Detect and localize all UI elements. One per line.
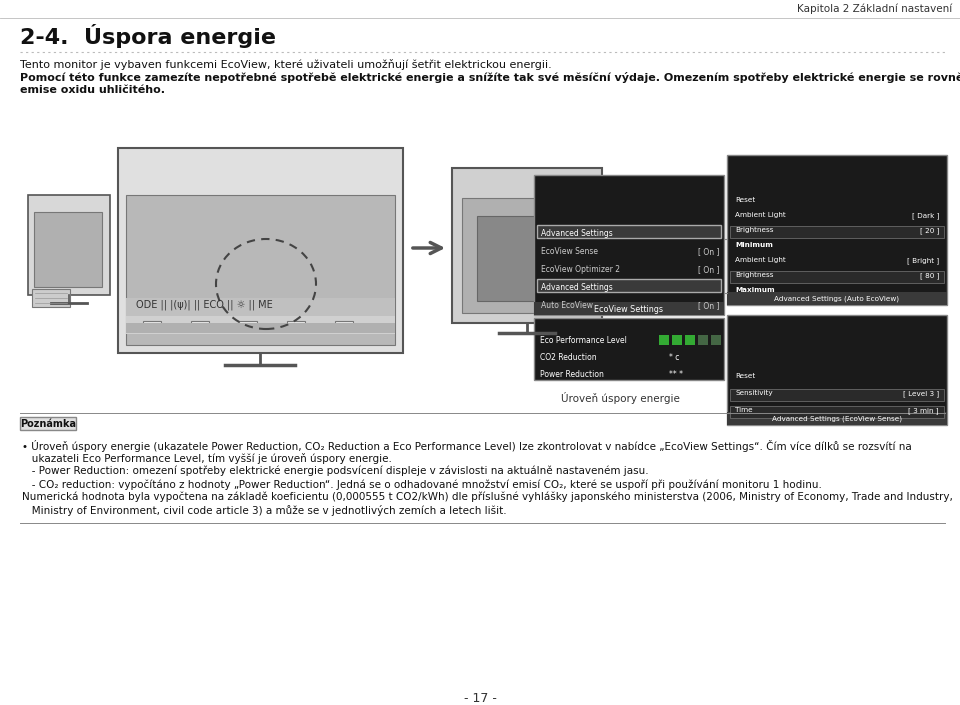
Text: [ On ]: [ On ] — [698, 265, 719, 274]
Text: Auto EcoView: Auto EcoView — [541, 301, 593, 310]
Text: Advanced Settings (EcoView Sense): Advanced Settings (EcoView Sense) — [772, 416, 902, 422]
Text: Advanced Settings (Auto EcoView): Advanced Settings (Auto EcoView) — [775, 296, 900, 302]
Bar — [537, 225, 721, 238]
Text: CO2 Reduction: CO2 Reduction — [540, 353, 596, 362]
Bar — [126, 323, 395, 333]
Bar — [126, 298, 395, 316]
Text: Ambient Light: Ambient Light — [735, 257, 785, 263]
Bar — [727, 155, 947, 305]
Text: [ 3 min ]: [ 3 min ] — [908, 407, 939, 414]
Text: ** *: ** * — [669, 370, 683, 379]
Bar — [711, 335, 721, 345]
Text: * c: * c — [669, 353, 680, 362]
Text: Ministry of Environment, civil code article 3) a může se v jednotlivých zemích a: Ministry of Environment, civil code arti… — [22, 505, 507, 516]
Bar — [287, 321, 305, 329]
Text: Reset: Reset — [735, 373, 756, 379]
Text: EcoView Sense: EcoView Sense — [541, 247, 598, 256]
Bar — [727, 315, 947, 425]
Text: ODE || |(ψ)| || ECO || ☼ || ME: ODE || |(ψ)| || ECO || ☼ || ME — [136, 300, 273, 310]
Bar — [191, 321, 209, 329]
Bar — [34, 212, 102, 287]
Text: [ 20 ]: [ 20 ] — [920, 227, 939, 234]
Bar — [730, 389, 944, 401]
Bar — [452, 168, 602, 323]
Text: Úroveň úspory energie: Úroveň úspory energie — [561, 392, 680, 404]
Text: [ Level 3 ]: [ Level 3 ] — [902, 390, 939, 397]
Bar — [534, 302, 724, 315]
Bar — [730, 226, 944, 238]
Text: Time: Time — [735, 407, 753, 413]
Bar — [727, 292, 947, 305]
Bar — [672, 335, 682, 345]
Text: - 17 -: - 17 - — [464, 692, 496, 705]
Text: Advanced Settings: Advanced Settings — [541, 283, 612, 292]
Bar — [727, 412, 947, 425]
Text: Pomocí této funkce zamezíte nepotřebné spotřebě elektrické energie a snížíte tak: Pomocí této funkce zamezíte nepotřebné s… — [20, 72, 960, 83]
Text: Sensitivity: Sensitivity — [735, 390, 773, 396]
Text: Ambient Light: Ambient Light — [735, 212, 785, 218]
Bar — [239, 321, 257, 329]
Text: Power Reduction: Power Reduction — [540, 370, 604, 379]
Text: Maximum: Maximum — [735, 287, 775, 293]
Text: EcoView Settings: EcoView Settings — [594, 305, 663, 314]
Text: [ On ]: [ On ] — [698, 301, 719, 310]
Text: Numerická hodnota byla vypočtena na základě koeficientu (0,000555 t CO2/kWh) dle: Numerická hodnota byla vypočtena na zákl… — [22, 492, 953, 503]
Bar — [537, 279, 721, 292]
Text: Advanced Settings: Advanced Settings — [541, 229, 612, 238]
Text: [ 80 ]: [ 80 ] — [920, 272, 939, 278]
Text: • Úroveň úspory energie (ukazatele Power Reduction, CO₂ Reduction a Eco Performa: • Úroveň úspory energie (ukazatele Power… — [22, 440, 912, 452]
Text: emise oxidu uhličitého.: emise oxidu uhličitého. — [20, 85, 165, 95]
Text: EcoView Optimizer 2: EcoView Optimizer 2 — [541, 265, 620, 274]
Bar — [477, 216, 572, 301]
Bar — [335, 321, 353, 329]
Text: - Power Reduction: omezení spotřeby elektrické energie podsvícení displeje v záv: - Power Reduction: omezení spotřeby elek… — [22, 466, 649, 477]
Bar — [730, 271, 944, 283]
Bar — [118, 148, 403, 353]
Text: [ Bright ]: [ Bright ] — [907, 257, 939, 264]
Text: 2-4.  Úspora energie: 2-4. Úspora energie — [20, 24, 276, 48]
Bar — [659, 335, 669, 345]
Bar — [32, 289, 70, 307]
Bar — [126, 316, 395, 334]
Bar — [126, 195, 395, 345]
Bar — [143, 321, 161, 329]
Text: Kapitola 2 Základní nastavení: Kapitola 2 Základní nastavení — [797, 4, 952, 15]
Bar — [730, 406, 944, 418]
Text: Minimum: Minimum — [735, 242, 773, 248]
Text: Brightness: Brightness — [735, 272, 774, 278]
Bar — [534, 175, 724, 315]
Bar — [534, 318, 724, 380]
Text: Tento monitor je vybaven funkcemi EcoView, které uživateli umožňují šetřit elekt: Tento monitor je vybaven funkcemi EcoVie… — [20, 59, 552, 70]
Bar — [28, 195, 110, 295]
Text: ukazateli Eco Performance Level, tím vyšší je úroveň úspory energie.: ukazateli Eco Performance Level, tím vyš… — [22, 453, 392, 464]
Bar — [698, 335, 708, 345]
Text: - CO₂ reduction: vypočítáno z hodnoty „Power Reduction“. Jedná se o odhadované m: - CO₂ reduction: vypočítáno z hodnoty „P… — [22, 479, 822, 489]
Text: Eco Performance Level: Eco Performance Level — [540, 336, 627, 345]
Text: Reset: Reset — [735, 197, 756, 203]
Bar — [462, 198, 590, 313]
Text: Brightness: Brightness — [735, 227, 774, 233]
Text: [ Dark ]: [ Dark ] — [912, 212, 939, 219]
Bar — [685, 335, 695, 345]
Text: [ On ]: [ On ] — [698, 247, 719, 256]
Text: Poznámka: Poznámka — [20, 419, 76, 429]
Bar — [20, 417, 76, 430]
